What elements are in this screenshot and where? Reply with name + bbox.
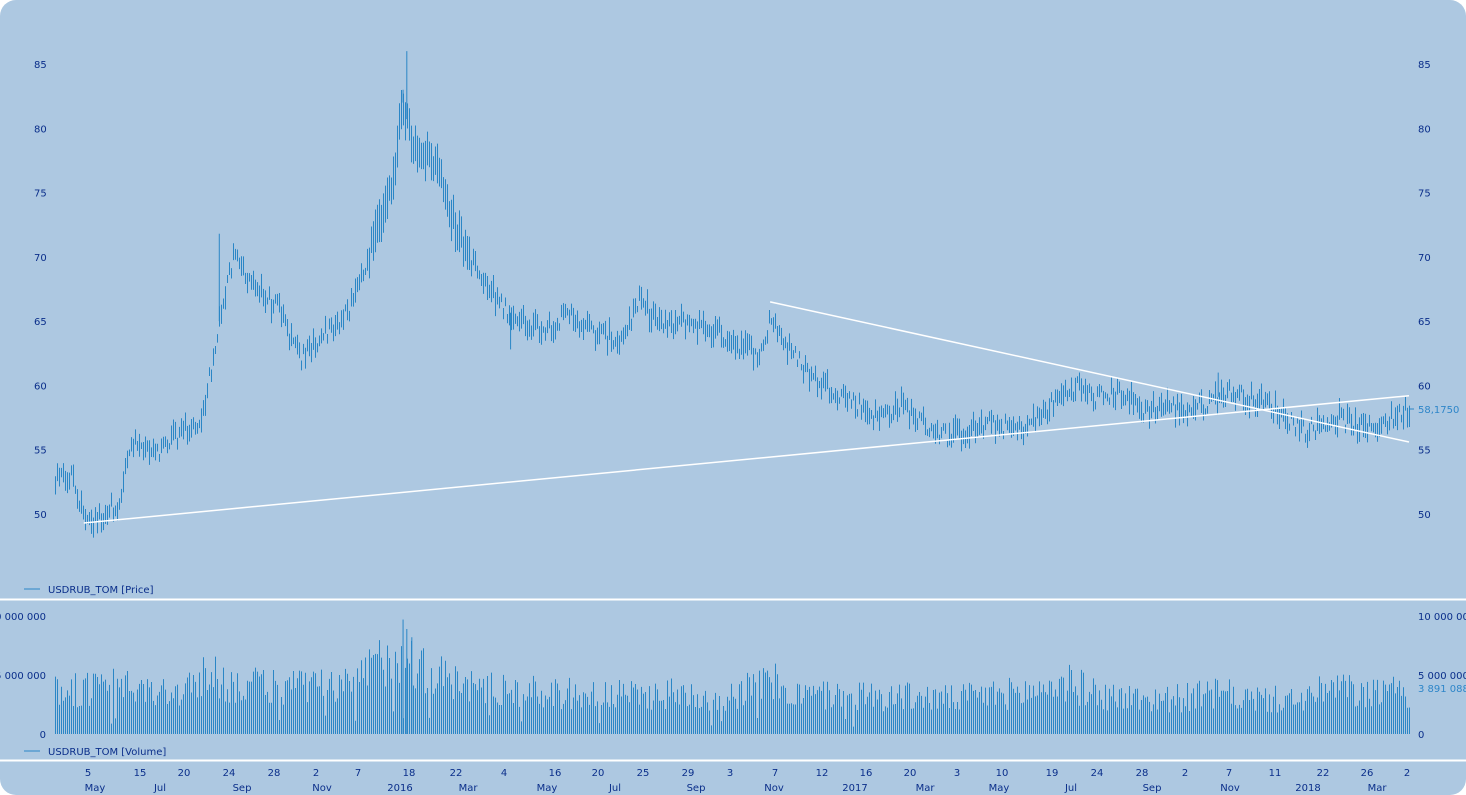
x-day-tick: 29: [682, 768, 695, 779]
x-day-tick: 2: [1182, 768, 1188, 779]
x-day-tick: 18: [403, 768, 416, 779]
x-day-tick: 22: [450, 768, 463, 779]
volume-y-tick-left: 0: [40, 730, 46, 741]
x-day-tick: 24: [1091, 768, 1104, 779]
price-y-tick-right: 70: [1418, 253, 1431, 264]
x-period-tick: 2017: [842, 783, 867, 794]
x-day-tick: 26: [1361, 768, 1374, 779]
x-day-tick: 5: [85, 768, 91, 779]
volume-y-axis: 10 000 000 10 000 000 5 000 000 5 000 000 0 0: [0, 612, 1466, 741]
x-day-tick: 20: [904, 768, 917, 779]
x-day-tick: 11: [1269, 768, 1282, 779]
x-period-tick: 2018: [1295, 783, 1320, 794]
x-day-tick: 2: [313, 768, 319, 779]
x-day-tick: 2: [1404, 768, 1410, 779]
x-axis: 5 15 20 24 28 2 7 18 22 4 16 20 25 29 3 7 12 16 20 3 10 19 24 2…: [85, 768, 1411, 794]
x-period-tick: 2016: [387, 783, 412, 794]
x-day-tick: 16: [860, 768, 873, 779]
x-period-tick: May: [537, 783, 558, 794]
x-period-tick: Mar: [459, 783, 479, 794]
x-day-tick: 7: [1226, 768, 1232, 779]
x-day-tick: 20: [178, 768, 191, 779]
x-day-tick: 15: [134, 768, 147, 779]
x-day-tick: 24: [223, 768, 236, 779]
x-period-tick: Sep: [1143, 783, 1162, 794]
price-y-tick-right: 85: [1418, 60, 1431, 71]
x-day-tick: 19: [1046, 768, 1059, 779]
x-period-tick: Jul: [608, 783, 621, 794]
volume-y-tick-right: 0: [1418, 730, 1424, 741]
price-last-value: 58,1750: [1418, 405, 1459, 416]
x-day-tick: 22: [1317, 768, 1330, 779]
price-y-tick-left: 70: [34, 253, 47, 264]
x-period-tick: Jul: [153, 783, 166, 794]
x-period-tick: Mar: [916, 783, 936, 794]
price-y-tick-right: 75: [1418, 189, 1431, 200]
price-y-tick-left: 75: [34, 189, 47, 200]
x-day-tick: 28: [268, 768, 281, 779]
x-day-tick: 20: [592, 768, 605, 779]
x-day-tick: 7: [772, 768, 778, 779]
price-legend: USDRUB_TOM [Price]: [48, 585, 154, 596]
x-day-tick: 28: [1136, 768, 1149, 779]
x-day-tick: 16: [549, 768, 562, 779]
x-period-tick: May: [85, 783, 106, 794]
price-y-axis: 85 85 80 80 75 75 70 70 65 65 60 60 55 55 50 50: [34, 60, 1431, 521]
price-y-tick-left: 85: [34, 60, 47, 71]
resistance-trendline: [769, 301, 1410, 443]
x-period-tick: Mar: [1368, 783, 1388, 794]
price-y-tick-left: 50: [34, 510, 47, 521]
price-y-tick-right: 55: [1418, 446, 1431, 457]
trendlines: [83, 301, 1410, 524]
price-y-tick-left: 80: [34, 124, 47, 135]
price-series: [55, 51, 1410, 538]
x-day-tick: 7: [355, 768, 361, 779]
price-y-tick-right: 60: [1418, 381, 1431, 392]
volume-y-tick-right: 5 000 000: [1418, 671, 1466, 682]
x-day-tick: 3: [954, 768, 960, 779]
x-period-tick: Sep: [687, 783, 706, 794]
volume-legend: USDRUB_TOM [Volume]: [48, 747, 166, 758]
price-y-tick-right: 65: [1418, 317, 1431, 328]
x-period-tick: Nov: [312, 783, 332, 794]
price-y-tick-right: 50: [1418, 510, 1431, 521]
x-period-tick: Jul: [1064, 783, 1077, 794]
volume-y-tick-right: 10 000 000: [1418, 612, 1466, 623]
x-day-tick: 3: [727, 768, 733, 779]
price-y-tick-left: 60: [34, 381, 47, 392]
volume-series: [55, 619, 1410, 734]
x-period-tick: Nov: [764, 783, 784, 794]
x-day-tick: 4: [501, 768, 507, 779]
price-y-tick-right: 80: [1418, 124, 1431, 135]
x-period-tick: May: [989, 783, 1010, 794]
volume-last-value: 3 891 088: [1418, 684, 1466, 695]
volume-y-tick-left: 5 000 000: [0, 671, 46, 682]
price-y-tick-left: 65: [34, 317, 47, 328]
x-period-tick: Nov: [1220, 783, 1240, 794]
x-day-tick: 12: [816, 768, 829, 779]
x-day-tick: 10: [996, 768, 1009, 779]
x-period-tick: Sep: [233, 783, 252, 794]
volume-y-tick-left: 10 000 000: [0, 612, 46, 623]
x-day-tick: 25: [637, 768, 650, 779]
price-y-tick-left: 55: [34, 446, 47, 457]
support-trendline: [83, 394, 1410, 524]
